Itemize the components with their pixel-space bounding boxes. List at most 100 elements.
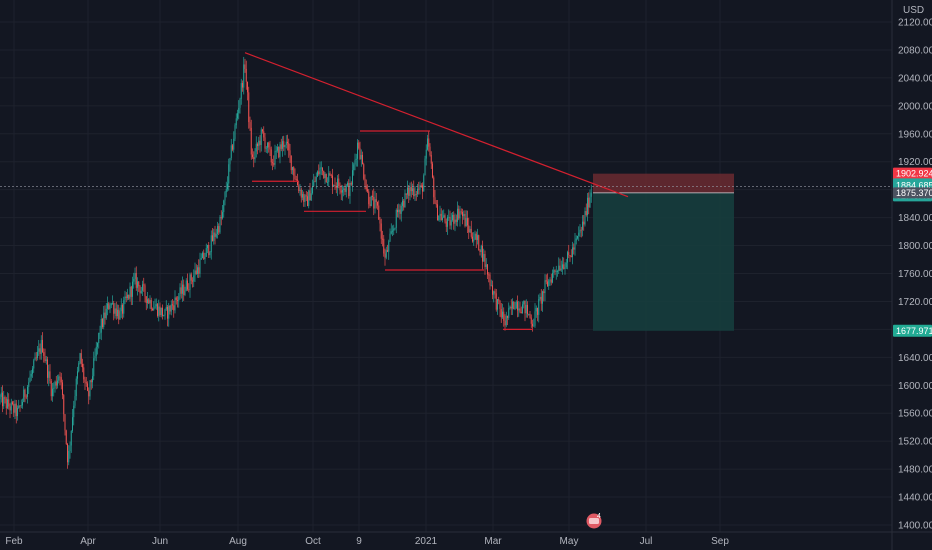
candle-body bbox=[380, 223, 382, 239]
candle-body bbox=[224, 192, 226, 201]
candle-body bbox=[448, 216, 450, 218]
candle-body bbox=[559, 265, 561, 271]
time-tick-label: Feb bbox=[5, 536, 23, 547]
candle-body bbox=[0, 392, 2, 397]
candle-body bbox=[150, 300, 152, 310]
candles bbox=[0, 56, 592, 469]
candle-body bbox=[353, 164, 355, 171]
candle-body bbox=[18, 405, 20, 408]
candle-body bbox=[200, 258, 202, 260]
candle-body bbox=[354, 159, 356, 165]
candle-body bbox=[503, 311, 505, 321]
candle-body bbox=[490, 285, 492, 287]
candle-body bbox=[98, 332, 100, 344]
candle-body bbox=[425, 149, 427, 159]
candle-body bbox=[309, 190, 311, 201]
position-zones[interactable] bbox=[593, 173, 734, 331]
candle-body bbox=[462, 212, 463, 217]
drawings[interactable] bbox=[244, 52, 629, 330]
candle-body bbox=[552, 272, 553, 283]
candle-body bbox=[249, 122, 251, 128]
candle-body bbox=[438, 215, 440, 221]
candle-body bbox=[572, 247, 573, 258]
candle-body bbox=[48, 371, 50, 378]
candle-body bbox=[5, 398, 7, 409]
candle-body bbox=[427, 138, 428, 150]
price-tick-label: 1480.000 bbox=[898, 465, 932, 476]
candle-body bbox=[399, 209, 401, 214]
price-tick-label: 1840.000 bbox=[898, 213, 932, 224]
candle-body bbox=[34, 357, 36, 361]
candle-body bbox=[103, 312, 105, 327]
candle-body bbox=[255, 143, 257, 152]
candle-body bbox=[344, 188, 346, 192]
candle-body bbox=[529, 313, 531, 318]
candle-body bbox=[69, 445, 71, 452]
candle-body bbox=[315, 176, 317, 182]
event-badge[interactable]: 4 bbox=[586, 513, 602, 529]
candle-body bbox=[423, 175, 425, 192]
entry-price-tag-bg bbox=[893, 187, 932, 199]
candle-body bbox=[459, 211, 461, 219]
candle-body bbox=[105, 308, 107, 319]
candle-body bbox=[107, 303, 108, 309]
time-axis[interactable]: Feb Apr Jun Aug Oct 9 2021 Mar May Jul Sep bbox=[5, 536, 729, 547]
candle-body bbox=[324, 173, 326, 179]
candle-body bbox=[280, 144, 282, 149]
candle-body bbox=[124, 296, 126, 301]
candle-body bbox=[467, 218, 468, 226]
candle-body bbox=[555, 271, 557, 272]
candle-body bbox=[53, 387, 55, 389]
candle-body bbox=[82, 363, 83, 368]
candle-body bbox=[88, 390, 90, 397]
candle-body bbox=[522, 304, 523, 314]
candle-body bbox=[83, 367, 85, 380]
candle-body bbox=[479, 250, 481, 253]
candle-body bbox=[125, 296, 127, 299]
candle-body bbox=[578, 232, 580, 236]
candle-body bbox=[297, 179, 298, 186]
take-profit-zone[interactable] bbox=[593, 192, 734, 331]
candle-body bbox=[384, 253, 386, 258]
candle-body bbox=[369, 204, 371, 206]
candle-body bbox=[199, 259, 201, 274]
candle-body bbox=[588, 197, 590, 208]
candle-body bbox=[264, 137, 266, 149]
candle-body bbox=[222, 212, 223, 219]
candle-body bbox=[500, 309, 502, 318]
candle-body bbox=[289, 150, 291, 156]
candle-body bbox=[483, 253, 485, 262]
candle-body bbox=[567, 252, 568, 263]
candle-body bbox=[454, 219, 456, 224]
candle-body bbox=[33, 360, 35, 369]
candle-body bbox=[590, 192, 592, 197]
candle-body bbox=[144, 285, 146, 297]
trendline[interactable] bbox=[244, 52, 629, 198]
candle-body bbox=[29, 376, 31, 383]
candle-body bbox=[318, 171, 320, 175]
stop-loss-zone[interactable] bbox=[593, 173, 734, 193]
candle-body bbox=[437, 204, 438, 221]
candle-body bbox=[409, 187, 411, 196]
candle-body bbox=[243, 64, 245, 88]
candle-body bbox=[168, 305, 170, 319]
candle-body bbox=[557, 271, 558, 272]
candle-body bbox=[374, 199, 376, 209]
candle-body bbox=[413, 188, 415, 197]
price-tick-label: 2040.000 bbox=[898, 73, 932, 84]
time-tick-label: Jun bbox=[152, 536, 168, 547]
candle-body bbox=[560, 268, 562, 271]
candle-body bbox=[0, 396, 1, 400]
candle-body bbox=[67, 443, 68, 463]
time-tick-label: 9 bbox=[356, 536, 362, 547]
candle-body bbox=[534, 311, 536, 326]
candle-body bbox=[372, 195, 373, 197]
candle-body bbox=[363, 164, 365, 179]
candle-body bbox=[388, 241, 390, 252]
candle-body bbox=[182, 284, 183, 294]
candle-body bbox=[385, 250, 387, 258]
candle-body bbox=[439, 213, 441, 216]
candle-body bbox=[397, 209, 398, 213]
